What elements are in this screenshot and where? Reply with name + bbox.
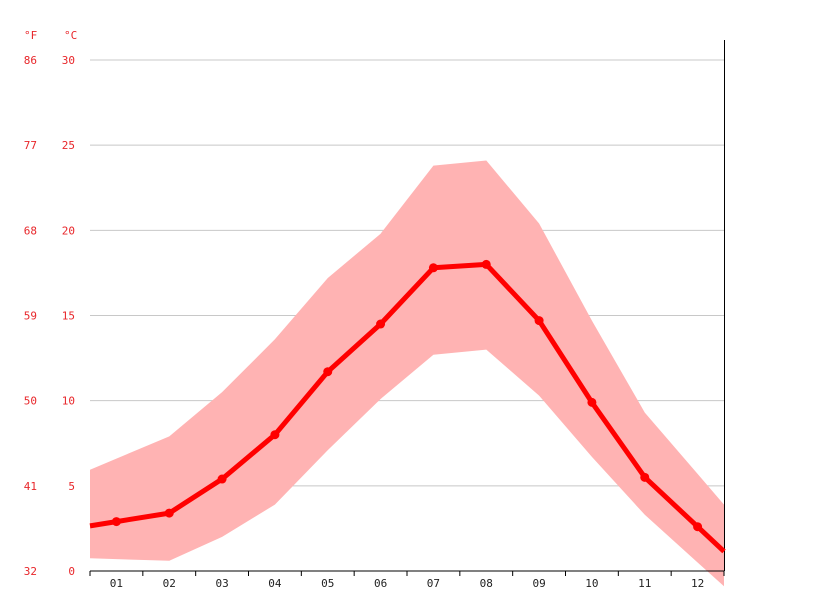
x-tick-label-08: 08 xyxy=(480,577,493,590)
y-tick-fahrenheit: 68 xyxy=(24,224,37,237)
y-tick-celsius: 30 xyxy=(62,54,75,67)
average-point-05 xyxy=(323,367,333,377)
axes xyxy=(89,40,725,576)
x-tick-label-11: 11 xyxy=(638,577,651,590)
average-point-03 xyxy=(217,474,227,484)
average-point-12 xyxy=(693,522,703,532)
axis-labels: 30 86 25 77 20 68 15 59 10 50 5 41 0 32 01 02 03 04 05 06 07… xyxy=(24,54,704,590)
average-point-01 xyxy=(111,517,121,527)
x-tick-label-06: 06 xyxy=(374,577,387,590)
y-tick-fahrenheit: 59 xyxy=(24,310,37,323)
celsius-unit-label: °C xyxy=(64,29,77,42)
x-tick-label-09: 09 xyxy=(532,577,545,590)
y-tick-fahrenheit: 86 xyxy=(24,54,37,67)
x-tick-label-03: 03 xyxy=(215,577,228,590)
y-tick-fahrenheit: 41 xyxy=(24,480,37,493)
x-tick-label-05: 05 xyxy=(321,577,334,590)
average-point-11 xyxy=(640,472,650,482)
x-tick-label-07: 07 xyxy=(427,577,440,590)
x-tick-label-12: 12 xyxy=(691,577,704,590)
x-tick-label-02: 02 xyxy=(163,577,176,590)
y-tick-celsius: 15 xyxy=(62,310,75,323)
y-tick-celsius: 0 xyxy=(68,565,75,578)
average-point-04 xyxy=(270,430,280,440)
x-tick-label-10: 10 xyxy=(585,577,598,590)
x-tick-label-01: 01 xyxy=(110,577,123,590)
x-tick-label-04: 04 xyxy=(268,577,282,590)
y-tick-fahrenheit: 77 xyxy=(24,139,37,152)
average-point-09 xyxy=(534,316,544,326)
y-tick-fahrenheit: 32 xyxy=(24,565,37,578)
average-point-02 xyxy=(164,508,174,518)
average-point-10 xyxy=(587,397,597,407)
average-point-07 xyxy=(428,263,438,273)
average-point-08 xyxy=(481,259,491,269)
y-tick-celsius: 5 xyxy=(68,480,75,493)
y-tick-celsius: 10 xyxy=(62,395,75,408)
fahrenheit-unit-label: °F xyxy=(24,29,37,42)
temperature-range-band xyxy=(90,160,724,587)
y-tick-fahrenheit: 50 xyxy=(24,395,37,408)
average-point-06 xyxy=(376,319,386,329)
y-tick-celsius: 25 xyxy=(62,139,75,152)
average-points xyxy=(111,259,703,532)
average-temperature-line xyxy=(89,261,726,554)
y-tick-celsius: 20 xyxy=(62,224,75,237)
